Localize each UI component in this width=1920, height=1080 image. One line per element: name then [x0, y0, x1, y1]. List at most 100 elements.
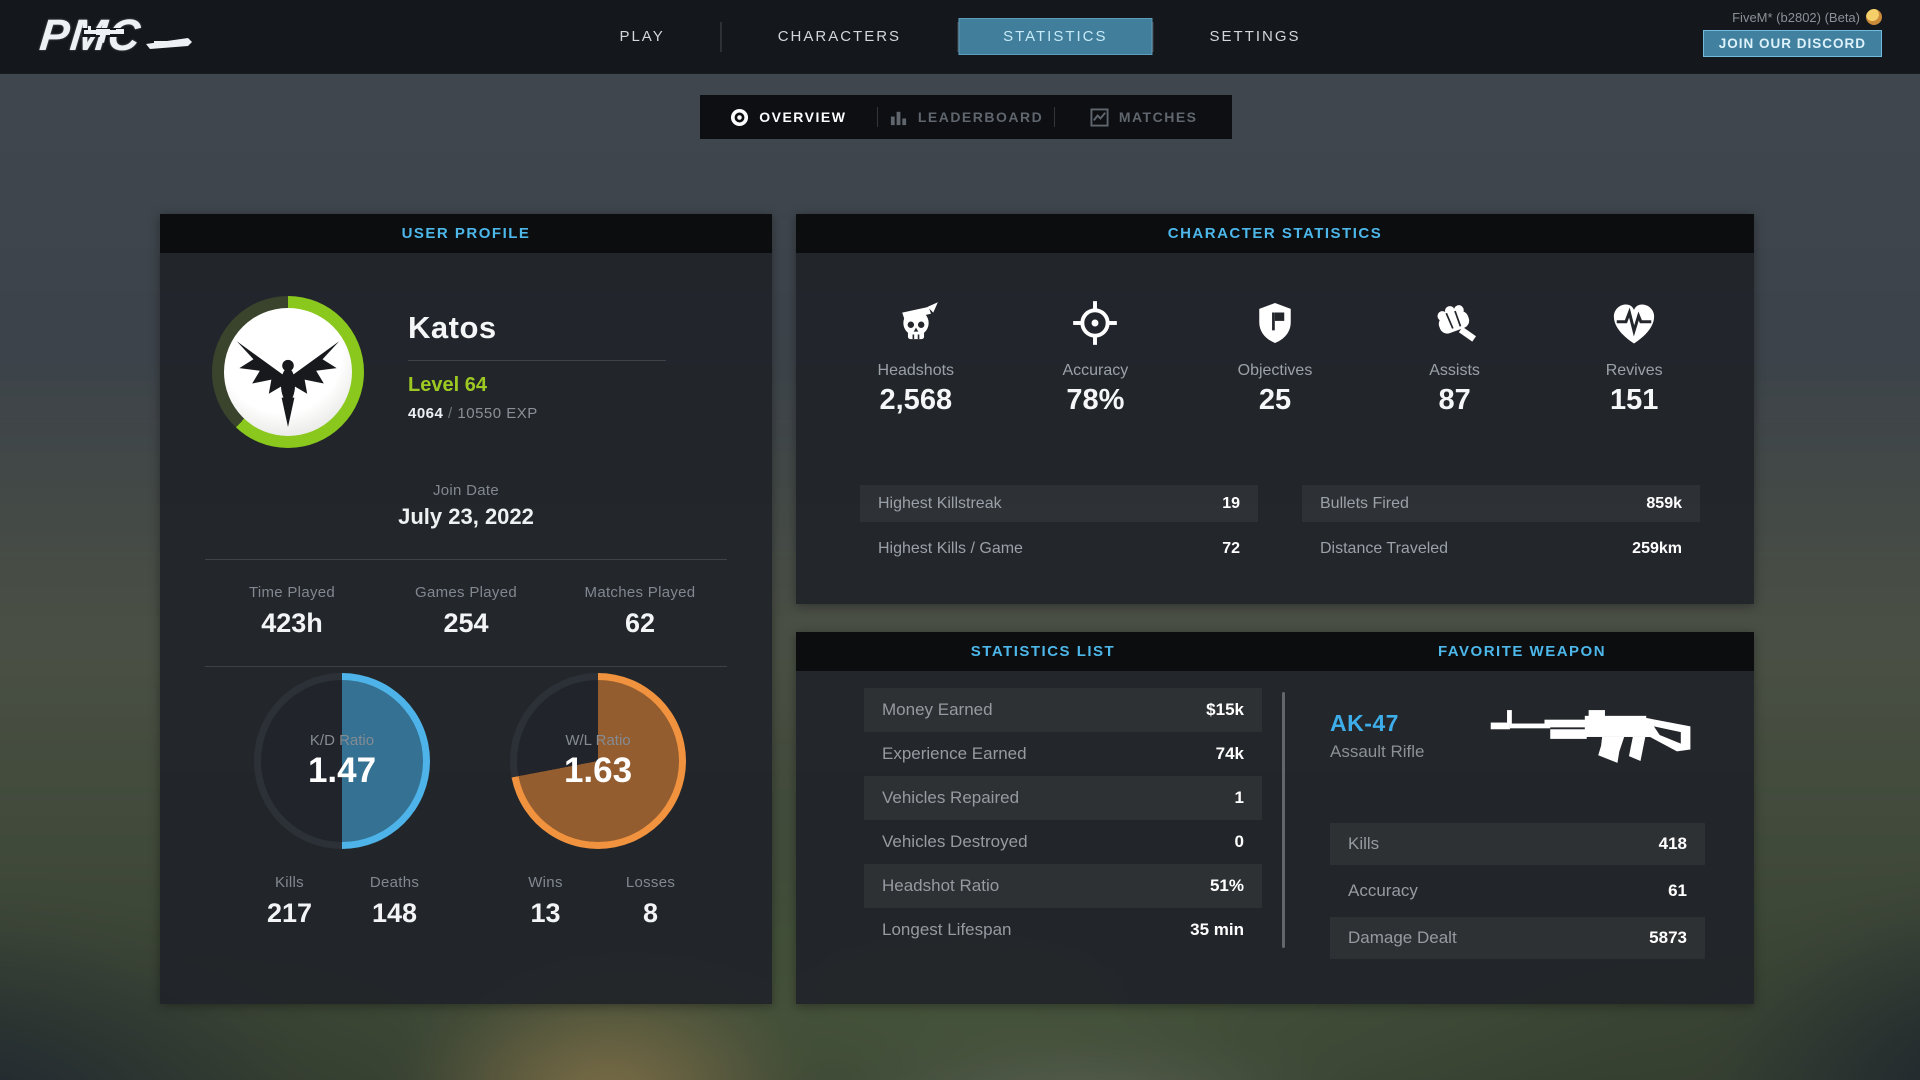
tab-leaderboard-label: LEADERBOARD [917, 109, 1044, 125]
headshot-ratio-row: Headshot Ratio 51% [864, 864, 1262, 908]
weapon-kills-value: 418 [1658, 834, 1687, 853]
weapon-type: Assault Rifle [1330, 742, 1425, 761]
highest-killstreak-value: 19 [1222, 494, 1240, 512]
played-stats-row: Time Played 423h Games Played 254 Matche… [205, 584, 727, 639]
wl-breakdown: Wins 13 Losses 8 [493, 874, 703, 929]
deaths-stat: Deaths 148 [342, 874, 447, 929]
char-stat-rows-left: Highest Killstreak 19 Highest Kills / Ga… [860, 485, 1258, 567]
headshot-skull-icon [901, 302, 938, 340]
vehicles-repaired-value: 1 [1234, 788, 1244, 807]
matches-played: Matches Played 62 [553, 584, 727, 639]
weapon-damage-label: Damage Dealt [1348, 928, 1457, 947]
weapon-name: AK-47 [1330, 710, 1399, 736]
matches-played-label: Matches Played [584, 584, 696, 601]
divider [205, 559, 727, 560]
ak47-silhouette-icon [1490, 710, 1691, 763]
objectives-stat: Objectives 25 [1185, 298, 1365, 417]
time-played-value: 423h [261, 608, 323, 638]
time-played-label: Time Played [248, 584, 336, 601]
kills-value: 217 [266, 898, 313, 928]
longest-lifespan-row: Longest Lifespan 35 min [864, 908, 1262, 952]
player-name: Katos [408, 310, 497, 345]
matches-played-value: 62 [624, 608, 656, 638]
nav-characters[interactable]: CHARACTERS [777, 28, 902, 45]
kd-ratio-ring-inner: K/D Ratio 1.47 [261, 680, 423, 842]
bullets-fired-row: Bullets Fired 859k [1302, 485, 1700, 522]
accuracy-stat: Accuracy 78% [1006, 298, 1186, 417]
wins-value: 13 [530, 898, 561, 928]
bottom-panel: STATISTICS LIST FAVORITE WEAPON Money Ea… [796, 632, 1754, 1004]
kd-ratio-value: 1.47 [307, 750, 377, 790]
bullets-fired-label: Bullets Fired [1320, 494, 1409, 512]
wins-label: Wins [528, 874, 563, 891]
overview-bullseye-icon [731, 108, 749, 126]
assists-stat: Assists 87 [1365, 298, 1545, 417]
exp-total: 10550 EXP [457, 405, 538, 422]
kills-stat: Kills 217 [237, 874, 342, 929]
highlight-stats-row: Headshots 2,568 Accuracy 78% [826, 298, 1724, 417]
name-divider [408, 360, 666, 361]
nav-play[interactable]: PLAY [619, 28, 665, 45]
join-date-label: Join Date [432, 482, 500, 499]
character-statistics-panel: CHARACTER STATISTICS Heads [796, 214, 1754, 604]
nav-divider [957, 21, 959, 52]
nav-divider [1152, 21, 1154, 52]
headshots-value: 2,568 [879, 384, 953, 416]
join-discord-button[interactable]: JOIN OUR DISCORD [1702, 30, 1882, 57]
headshots-label: Headshots [877, 362, 955, 379]
player-identity: Katos Level 64 4064 / 10550 EXP [408, 310, 688, 422]
weapon-accuracy-row: Accuracy 61 [1330, 870, 1705, 912]
user-profile-panel: USER PROFILE Katos Level 64 40 [160, 214, 772, 1004]
build-info: FiveM* (b2802) (Beta) [1732, 9, 1882, 25]
headshot-ratio-value: 51% [1209, 876, 1244, 895]
exp-separator: / [443, 405, 458, 422]
experience-earned-row: Experience Earned 74k [864, 732, 1262, 776]
navbar-right: FiveM* (b2802) (Beta) JOIN OUR DISCORD [1702, 9, 1882, 57]
tab-leaderboard[interactable]: LEADERBOARD [878, 108, 1055, 127]
crosshair-icon [1073, 301, 1118, 345]
highest-kills-game-row: Highest Kills / Game 72 [860, 530, 1258, 567]
revives-stat: Revives 151 [1544, 298, 1724, 417]
nav-settings[interactable]: SETTINGS [1209, 28, 1301, 45]
statistics-list-scrollbar[interactable] [1282, 692, 1285, 948]
revives-value: 151 [1609, 384, 1659, 416]
bullets-fired-value: 859k [1646, 494, 1682, 512]
exp-progress-ring [212, 296, 364, 448]
weapon-stats: Kills 418 Accuracy 61 Damage Dealt 5873 [1330, 823, 1705, 959]
games-played-label: Games Played [415, 584, 517, 601]
player-level: Level 64 [408, 374, 487, 396]
deaths-label: Deaths [369, 874, 420, 891]
vehicles-destroyed-row: Vehicles Destroyed 0 [864, 820, 1262, 864]
tab-matches-label: MATCHES [1118, 109, 1198, 125]
nav-statistics[interactable]: STATISTICS [958, 18, 1153, 55]
highest-killstreak-row: Highest Killstreak 19 [860, 485, 1258, 522]
pmc-logo: PMC [37, 10, 210, 62]
money-earned-row: Money Earned $15k [864, 688, 1262, 732]
heartbeat-icon [1614, 304, 1655, 344]
fist-bump-icon [1437, 305, 1476, 342]
weapon-kills-label: Kills [1348, 834, 1380, 853]
weapon-kills-row: Kills 418 [1330, 823, 1705, 865]
top-navbar: PMC PLAY CHARACTERS STATISTICS SETTINGS [0, 0, 1920, 73]
objectives-label: Objectives [1237, 362, 1313, 379]
shield-flag-icon [1259, 303, 1291, 343]
time-played: Time Played 423h [205, 584, 379, 639]
longest-lifespan-value: 35 min [1190, 920, 1244, 939]
tab-matches[interactable]: MATCHES [1055, 107, 1232, 127]
join-date: Join Date July 23, 2022 [160, 482, 772, 530]
character-statistics-title: CHARACTER STATISTICS [796, 214, 1754, 253]
objectives-value: 25 [1258, 384, 1292, 416]
experience-earned-value: 74k [1215, 744, 1244, 763]
exp-line: 4064 / 10550 EXP [408, 405, 688, 422]
kd-ratio-label: K/D Ratio [309, 731, 375, 749]
phoenix-avatar-icon [236, 341, 340, 428]
statistics-list: Money Earned $15k Experience Earned 74k … [864, 688, 1262, 952]
bottom-panel-headers: STATISTICS LIST FAVORITE WEAPON [796, 632, 1754, 671]
divider [205, 666, 727, 667]
taco-emoji-icon [1866, 9, 1882, 25]
accuracy-label: Accuracy [1062, 362, 1129, 379]
tab-overview[interactable]: OVERVIEW [700, 108, 877, 127]
weapon-damage-row: Damage Dealt 5873 [1330, 917, 1705, 959]
build-info-text: FiveM* (b2802) (Beta) [1732, 9, 1860, 25]
